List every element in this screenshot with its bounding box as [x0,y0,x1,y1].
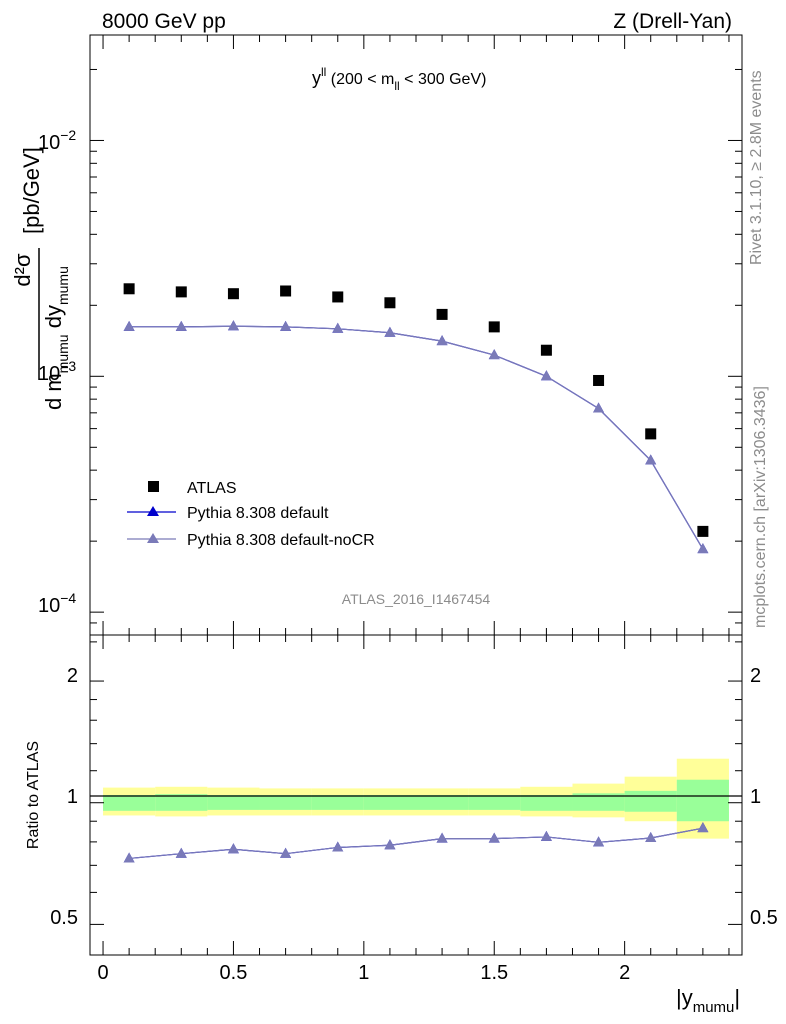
ratio-series-point-1-9 [593,836,605,847]
legend-marker-atlas [148,481,159,492]
x-axis-label: |ymumu| [676,985,740,1016]
ratio-tick-label-1-right: 1 [750,786,761,808]
x-tick-label-0: 0 [97,962,108,984]
legend-marker-default [147,506,159,516]
analysis-id: ATLAS_2016_I1467454 [342,591,491,607]
top-series-point-2-3 [280,320,292,331]
top-series-point-0-11 [697,525,709,537]
ratio-panel-series [123,822,709,863]
legend-label-nocr: Pythia 8.308 default-noCR [187,532,375,549]
top-series-point-2-10 [645,454,657,465]
legend-label-atlas: ATLAS [187,480,237,497]
legend-label-default: Pythia 8.308 default [187,505,329,522]
ratio-series-point-1-3 [280,847,292,858]
x-tick-labels: 0 0.5 1 1.5 2 [97,962,630,984]
top-series-point-0-5 [384,297,396,309]
top-series-point-0-7 [488,321,500,333]
ratio-series-point-1-10 [645,831,657,842]
top-series-point-0-10 [645,428,657,440]
band-inner-10 [624,790,677,812]
ratio-tick-label-2-left: 2 [67,665,78,687]
top-series-point-2-7 [488,349,500,360]
band-inner-7 [468,794,521,810]
rivet-label: Rivet 3.1.10, ≥ 2.8M events [748,70,765,265]
header-left: 8000 GeV pp [102,10,226,33]
top-series-point-0-2 [227,288,239,300]
top-series-point-2-1 [175,320,187,331]
top-panel-series [123,283,709,554]
y-tick-label-1e-2: 10−2 [38,127,76,154]
band-inner-4 [311,794,364,810]
ratio-series-point-1-8 [540,830,552,841]
band-inner-2 [207,794,260,810]
top-series-point-2-4 [332,322,344,333]
band-inner-6 [416,794,469,810]
top-series-point-2-9 [593,402,605,413]
top-series-point-0-4 [332,291,344,303]
ratio-series-point-1-6 [436,832,448,843]
top-series-point-0-1 [175,286,187,298]
ratio-tick-label-2-right: 2 [750,665,761,687]
top-series-point-0-3 [280,285,292,297]
y-axis-label-top: d²σ d mmumu dymumu [pb/GeV] [10,147,71,410]
ratio-series-line-1 [129,827,703,860]
x-tick-label-1: 0.5 [220,962,248,984]
top-series-point-2-6 [436,335,448,346]
mcplots-label: mcplots.cern.ch [arXiv:1306.3436] [752,386,769,628]
plot-title: yll (200 < mll < 300 GeV) [312,65,486,93]
x-tick-label-4: 2 [619,962,630,984]
x-tick-label-3: 1.5 [480,962,508,984]
legend-marker-nocr [147,533,159,543]
y-tick-label-1e-3: 10−3 [38,358,76,385]
band-inner-0 [103,794,156,811]
y-axis-label-denominator: d mmumu dymumu [41,266,71,410]
ratio-tick-label-1-left: 1 [67,786,78,808]
top-series-point-2-11 [697,543,709,554]
top-series-point-2-5 [384,326,396,337]
ratio-series-point-1-0 [123,852,135,863]
ratio-series-line-0 [129,827,703,860]
ratio-series-point-1-4 [332,841,344,852]
ratio-uncertainty-bands [103,758,729,839]
ratio-series-point-1-7 [488,832,500,843]
top-series-point-0-8 [540,344,552,356]
ratio-series-point-1-5 [384,839,396,850]
top-series-point-0-6 [436,308,448,320]
band-inner-9 [572,793,625,811]
ratio-tick-label-05-left: 0.5 [50,907,78,929]
top-series-point-2-8 [540,370,552,381]
ratio-series-point-1-2 [227,843,239,854]
top-series-point-2-0 [123,320,135,331]
band-inner-11 [676,779,729,822]
y-axis-label-numerator: d²σ [10,253,35,287]
top-series-point-2-2 [227,320,239,331]
axis-ticks [90,35,742,955]
ratio-series-point-1-1 [175,847,187,858]
y-tick-label-1e-4: 10−4 [38,590,76,617]
top-series-point-0-9 [593,374,605,386]
top-series-point-0-0 [123,283,135,295]
ratio-series-point-1-11 [697,822,709,833]
ratio-tick-label-05-right: 0.5 [750,907,778,929]
header-right: Z (Drell-Yan) [613,10,732,33]
top-series-line-2 [129,325,704,550]
band-inner-3 [259,794,312,810]
y-axis-label-unit: [pb/GeV] [19,147,44,234]
band-inner-5 [363,794,416,810]
band-inner-8 [520,794,573,811]
legend: ATLAS Pythia 8.308 default Pythia 8.308 … [127,480,375,549]
band-inner-1 [155,794,208,811]
y-axis-label-ratio: Ratio to ATLAS [25,741,42,849]
x-tick-label-2: 1 [358,962,369,984]
